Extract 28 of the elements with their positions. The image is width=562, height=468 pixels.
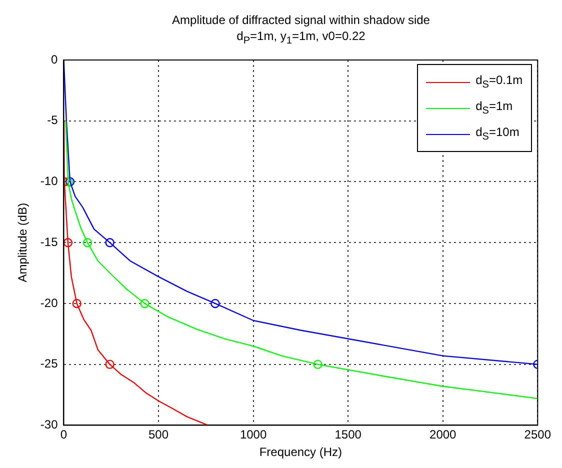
y-tick-label: -30	[40, 418, 58, 432]
y-tick-label: -5	[47, 113, 58, 128]
x-tick-label: 1500	[334, 428, 362, 442]
y-tick-label: 0	[51, 52, 58, 66]
x-axis-title: Frequency (Hz)	[259, 445, 342, 460]
point	[105, 360, 114, 369]
y-tick-label: -20	[40, 296, 58, 310]
point	[105, 238, 114, 248]
point	[140, 298, 150, 308]
point	[72, 298, 82, 308]
x-tick-label: 500	[148, 428, 169, 442]
point	[82, 238, 92, 248]
point	[210, 298, 220, 308]
point	[64, 238, 73, 248]
y-axis-title: Amplitude (dB)	[16, 202, 30, 282]
y-tick-label: -25	[40, 356, 58, 371]
x-tick-label: 2000	[430, 428, 457, 442]
y-tick-label: -15	[40, 234, 58, 249]
x-tick-label: 1000	[240, 428, 267, 442]
x-tick-label: 2500	[524, 428, 552, 442]
legend-label: d$_{S}$=10m	[476, 125, 520, 143]
y-tick-label: -10	[40, 174, 58, 188]
legend-label: d$_{S}$=0.1m	[476, 73, 523, 91]
point	[313, 360, 322, 369]
chart-title: Amplitude of diffracted signal within shadow side	[171, 12, 431, 28]
legend-label: d$_{S}$=1m	[476, 99, 513, 117]
x-tick-label: 0	[60, 428, 68, 442]
chart-subtitle: d$_{P}$=1m, y$_{1}$=1m, v0=0.22	[236, 28, 366, 48]
